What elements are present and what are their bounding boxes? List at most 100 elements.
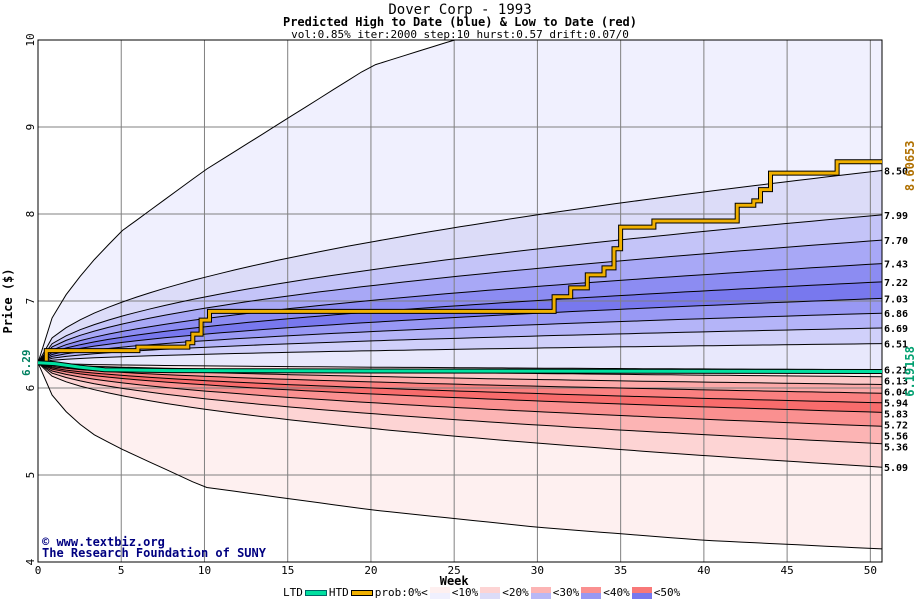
legend-ltd-label: LTD (283, 586, 303, 599)
quantile-line (38, 362, 882, 427)
quantile-label: 6.21 (884, 366, 908, 377)
x-tick-label: 30 (531, 564, 544, 577)
chart-params: vol:0.85% iter:2000 step:10 hurst:0.57 d… (291, 28, 629, 41)
x-tick-label: 25 (448, 564, 461, 577)
quantile-label: 6.69 (884, 324, 908, 335)
probability-band (38, 214, 882, 363)
quantile-line (38, 362, 882, 445)
quantile-label: 7.03 (884, 294, 908, 305)
probability-band (38, 362, 882, 394)
quantile-label: 7.43 (884, 260, 908, 271)
quantile-line (38, 362, 882, 468)
ltd-end-label: 6.19158 (903, 346, 917, 397)
quantile-line (38, 239, 882, 364)
x-axis-label: Week (440, 574, 470, 588)
probability-band (38, 40, 882, 363)
y-tick-label: 10 (24, 33, 37, 46)
quantile-label: 8.50 (884, 167, 908, 178)
quantile-label: 6.04 (884, 388, 908, 399)
quantile-line (38, 362, 882, 413)
x-tick-label: 20 (364, 564, 377, 577)
quantile-label: 6.51 (884, 340, 908, 351)
legend-swatch (530, 586, 551, 599)
probability-band (38, 263, 882, 363)
legend-bin-label: <30% (552, 586, 580, 599)
x-tick-label: 15 (281, 564, 294, 577)
probability-band (38, 362, 882, 549)
legend-swatch (480, 586, 501, 599)
quantile-label: 5.56 (884, 432, 908, 443)
probability-band (38, 362, 882, 468)
legend: LTD HTD prob:0%< <10% <20% <30% <40% <50% (283, 586, 680, 599)
x-tick-label: 45 (780, 564, 793, 577)
chart-subtitle: Predicted High to Date (blue) & Low to D… (282, 15, 637, 29)
quantile-line (38, 362, 882, 550)
y-axis-label: Price ($) (1, 268, 15, 333)
quantile-label: 6.13 (884, 377, 908, 388)
quantile-label: 7.99 (884, 211, 908, 222)
quantile-label: 5.36 (884, 443, 908, 454)
x-tick-label: 35 (614, 564, 627, 577)
quantile-label: 6.86 (884, 309, 908, 320)
legend-bin-label: <50% (653, 586, 681, 599)
legend-htd-label: HTD (328, 586, 349, 599)
quantile-line (38, 312, 882, 364)
probability-band (38, 328, 882, 363)
quantile-label: 5.94 (884, 399, 908, 410)
probability-band (38, 362, 882, 444)
y-tick-label: 8 (24, 211, 37, 218)
quantile-label: 5.09 (884, 463, 908, 474)
htd-line (38, 160, 882, 365)
legend-prob-label: prob:0%< (374, 586, 428, 599)
credit-org: The Research Foundation of SUNY (42, 546, 267, 560)
quantile-line (38, 263, 882, 364)
x-tick-label: 5 (118, 564, 125, 577)
x-tick-label: 50 (864, 564, 877, 577)
legend-swatch (581, 586, 602, 599)
credit-url: © www.textbiz.org (42, 535, 165, 549)
probability-band (38, 362, 882, 403)
legend-bin-label: <20% (502, 586, 529, 599)
probability-band (38, 362, 882, 427)
x-tick-label: 0 (35, 564, 42, 577)
x-tick-label: 10 (198, 564, 211, 577)
x-tick-label: 40 (697, 564, 710, 577)
probability-band (38, 298, 882, 363)
legend-bin-label: <40% (603, 586, 630, 599)
quantile-label: 7.70 (884, 236, 908, 247)
bands-group (38, 40, 882, 549)
legend-swatch (631, 586, 652, 599)
quantile-line (38, 343, 882, 364)
probability-band (38, 240, 882, 363)
legend-htd-swatch (350, 589, 373, 596)
legend-swatch (429, 586, 450, 599)
y-tick-label: 6 (24, 385, 37, 392)
legend-ltd-swatch (304, 589, 327, 596)
probability-band (38, 281, 882, 363)
quantile-label: 7.22 (884, 278, 908, 289)
quantile-line (38, 297, 882, 364)
quantile-label: 5.72 (884, 421, 908, 432)
quantile-line (38, 40, 457, 363)
chart-title: Dover Corp - 1993 (388, 2, 532, 18)
y-tick-label: 4 (24, 558, 37, 565)
quantile-line (38, 281, 882, 364)
y-tick-label: 5 (24, 472, 37, 479)
legend-bin-label: <10% (451, 586, 479, 599)
probability-band (38, 343, 882, 370)
quantile-label: 5.83 (884, 410, 908, 421)
plot-frame (37, 39, 883, 563)
quantile-line (38, 214, 882, 364)
probability-band (38, 362, 882, 413)
htd-end-label: 8.60653 (903, 141, 917, 192)
quantile-line (38, 362, 882, 394)
quantile-line (38, 170, 882, 364)
quantile-line (38, 362, 882, 404)
start-price-label: 6.29 (20, 350, 33, 377)
ltd-line (37, 361, 883, 373)
y-tick-label: 7 (24, 298, 37, 305)
probability-band (38, 362, 882, 385)
y-tick-label: 9 (24, 124, 37, 131)
